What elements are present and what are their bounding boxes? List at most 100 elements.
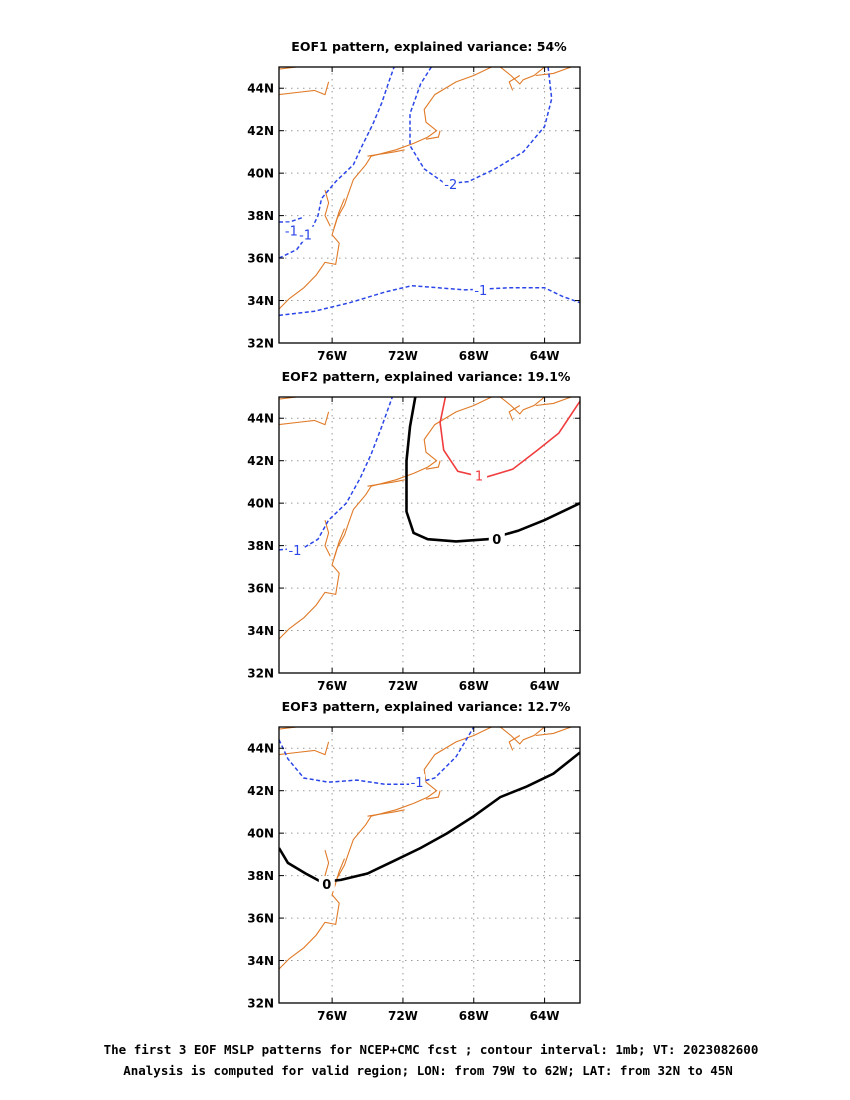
- contour-line-negative: [279, 727, 475, 786]
- contour-line-zero: [279, 751, 580, 884]
- coastline: [535, 727, 580, 737]
- caption-line-1: The first 3 EOF MSLP patterns for NCEP+C…: [104, 1042, 759, 1057]
- contour-label: -1: [288, 544, 301, 559]
- y-tick-label: 42N: [247, 454, 274, 468]
- coastline: [425, 790, 441, 800]
- coastline: [324, 519, 331, 557]
- contour-line-negative: [409, 67, 553, 185]
- eof2-plot-area: -1 0 1: [279, 397, 580, 673]
- contour-label: 0: [322, 878, 331, 893]
- y-tick-label: 32N: [247, 997, 274, 1011]
- eof3-plot-area: -1 0: [279, 727, 580, 1003]
- contour-label-bg: [297, 226, 314, 242]
- contour-label-bg: [442, 175, 459, 191]
- eof2-title: EOF2 pattern, explained variance: 19.1%: [282, 369, 571, 384]
- x-tick-label: 72W: [388, 1009, 418, 1023]
- x-tick-label: 76W: [317, 1009, 347, 1023]
- contour-label: -1: [285, 224, 298, 239]
- contour-label-bg: [409, 774, 426, 790]
- coastline: [279, 81, 330, 96]
- coastline: [508, 75, 521, 91]
- x-tick-label: 64W: [530, 679, 560, 693]
- coastline: [425, 460, 441, 470]
- coastline: [367, 479, 405, 487]
- y-tick-label: 34N: [247, 954, 274, 968]
- y-tick-label: 40N: [247, 827, 274, 841]
- coastline: [508, 405, 521, 421]
- coastline: [279, 741, 330, 756]
- contour-line-zero: [405, 397, 580, 543]
- y-tick-label: 38N: [247, 539, 274, 553]
- y-tick-label: 32N: [247, 667, 274, 681]
- y-tick-label: 40N: [247, 167, 274, 181]
- y-tick-label: 40N: [247, 497, 274, 511]
- contour-label-bg: [318, 876, 335, 892]
- plot-frame: [278, 396, 581, 674]
- plot-frame: [278, 66, 581, 344]
- coastline: [535, 67, 580, 77]
- coastline: [535, 397, 580, 407]
- coastline: [324, 189, 331, 227]
- x-tick-label: 64W: [530, 349, 560, 363]
- x-tick-label: 68W: [459, 349, 489, 363]
- coastline: [333, 528, 346, 559]
- coastline: [499, 67, 545, 85]
- contour-label: -1: [474, 284, 487, 299]
- coastline: [499, 397, 545, 415]
- contour-label-bg: [488, 531, 505, 547]
- eof3-panel: EOF3 pattern, explained variance: 12.7% …: [247, 699, 581, 1023]
- eof1-title: EOF1 pattern, explained variance: 54%: [291, 39, 567, 54]
- eof1-panel: EOF1 pattern, explained variance: 54% -1…: [247, 39, 581, 363]
- eof1-plot-area: -1-1-1-2: [279, 67, 580, 343]
- contour-line-negative: [279, 216, 303, 223]
- coastline: [279, 397, 492, 640]
- contour-label-bg: [286, 541, 303, 557]
- contour-label: -1: [411, 776, 424, 791]
- y-tick-label: 36N: [247, 252, 274, 266]
- eof2-panel: EOF2 pattern, explained variance: 19.1% …: [247, 369, 581, 693]
- coastline: [508, 735, 521, 751]
- y-tick-label: 44N: [247, 742, 274, 756]
- y-tick-label: 32N: [247, 337, 274, 351]
- contour-label: 0: [492, 533, 501, 548]
- y-tick-label: 42N: [247, 124, 274, 138]
- y-tick-label: 34N: [247, 624, 274, 638]
- coastline: [367, 149, 405, 157]
- x-tick-label: 76W: [317, 349, 347, 363]
- coastline: [333, 198, 346, 229]
- coastline: [367, 809, 405, 817]
- x-tick-label: 68W: [459, 1009, 489, 1023]
- x-tick-label: 64W: [530, 1009, 560, 1023]
- contour-label-bg: [283, 222, 300, 238]
- coastline: [279, 411, 330, 426]
- contour-line-negative: [279, 397, 394, 551]
- y-tick-label: 44N: [247, 412, 274, 426]
- contour-line-positive: [439, 397, 580, 479]
- coastline: [279, 727, 492, 970]
- y-tick-label: 42N: [247, 784, 274, 798]
- y-tick-label: 38N: [247, 869, 274, 883]
- y-tick-label: 36N: [247, 912, 274, 926]
- coastline: [279, 67, 492, 310]
- x-tick-label: 72W: [388, 679, 418, 693]
- y-tick-label: 44N: [247, 82, 274, 96]
- contour-label: -1: [299, 229, 312, 244]
- eof3-title: EOF3 pattern, explained variance: 12.7%: [282, 699, 571, 714]
- x-tick-label: 68W: [459, 679, 489, 693]
- y-tick-label: 36N: [247, 582, 274, 596]
- coastline: [333, 858, 346, 889]
- coastline: [425, 130, 441, 140]
- contour-label-bg: [471, 467, 488, 483]
- x-tick-label: 76W: [317, 679, 347, 693]
- coastline: [499, 727, 545, 745]
- y-tick-label: 34N: [247, 294, 274, 308]
- contour-label: -2: [444, 178, 457, 193]
- caption-line-2: Analysis is computed for valid region; L…: [123, 1063, 733, 1078]
- x-tick-label: 72W: [388, 349, 418, 363]
- contour-line-negative: [279, 284, 580, 317]
- plot-frame: [278, 726, 581, 1004]
- contour-label: 1: [475, 470, 483, 485]
- y-tick-label: 38N: [247, 209, 274, 223]
- contour-label-bg: [472, 281, 489, 297]
